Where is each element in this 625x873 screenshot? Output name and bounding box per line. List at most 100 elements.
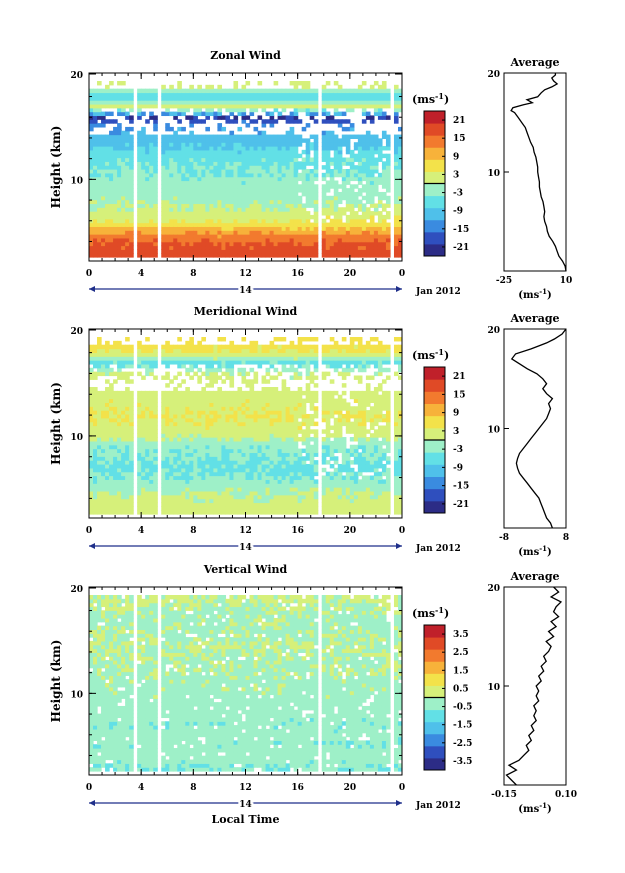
heatmap-cell	[353, 96, 359, 101]
heatmap-cell	[357, 88, 363, 94]
heatmap-cell	[281, 107, 287, 113]
heatmap-cell	[237, 460, 243, 465]
heatmap-cell	[121, 165, 126, 170]
heatmap-cell	[113, 410, 118, 415]
heatmap-cell	[221, 494, 227, 500]
heatmap-cell	[289, 207, 295, 212]
heatmap-cell	[117, 230, 122, 235]
heatmap-cell	[289, 153, 295, 159]
heatmap-cell	[349, 207, 355, 212]
heatmap-cell	[293, 214, 299, 220]
heatmap-cell	[249, 387, 255, 392]
heatmap-cell	[205, 460, 210, 465]
heatmap-cell	[321, 237, 327, 243]
heatmap-cell	[165, 487, 170, 492]
heatmap-cell	[193, 371, 198, 377]
heatmap-cell	[261, 356, 267, 361]
heatmap-cell	[237, 253, 243, 258]
heatmap-cell	[121, 460, 126, 465]
heatmap-cell	[141, 483, 146, 488]
heatmap-cell	[181, 344, 186, 350]
heatmap-cell	[141, 149, 146, 155]
heatmap-cell	[233, 211, 239, 216]
heatmap-cell	[105, 344, 110, 350]
heatmap-cell	[185, 199, 190, 205]
heatmap-cell	[345, 222, 351, 227]
heatmap-cell	[181, 460, 186, 465]
heatmap-cell	[177, 172, 182, 178]
heatmap-cell	[181, 245, 186, 250]
heatmap-cell	[277, 510, 283, 515]
heatmap-cell	[345, 157, 351, 162]
heatmap-cell	[237, 249, 243, 254]
heatmap-cell	[257, 448, 263, 454]
heatmap-cell	[253, 241, 259, 247]
heatmap-cell	[253, 433, 259, 438]
heatmap-cell	[149, 172, 154, 178]
heatmap-cell	[89, 483, 94, 488]
heatmap-cell	[261, 433, 267, 438]
heatmap-cell	[149, 510, 154, 515]
heatmap-cell	[313, 226, 319, 231]
heatmap-cell	[205, 111, 210, 117]
heatmap-cell	[321, 195, 327, 201]
heatmap-cell	[113, 222, 118, 227]
heatmap-cell	[265, 452, 271, 457]
heatmap-cell	[169, 88, 174, 94]
heatmap-cell	[217, 448, 223, 454]
heatmap-cell	[105, 188, 110, 193]
heatmap-cell	[169, 161, 174, 166]
heatmap-cell	[273, 483, 279, 488]
heatmap-cell	[161, 222, 166, 227]
heatmap-cell	[141, 172, 146, 178]
heatmap-cell	[237, 387, 243, 392]
heatmap-cell	[273, 413, 279, 419]
heatmap-cell	[197, 375, 202, 380]
heatmap-cell	[225, 88, 231, 94]
heatmap-cell	[205, 444, 210, 450]
heatmap-cell	[225, 119, 231, 124]
heatmap-cell	[117, 222, 122, 227]
heatmap-cell	[353, 100, 359, 105]
heatmap-cell	[341, 222, 347, 227]
heatmap-cell	[341, 176, 347, 182]
heatmap-cell	[213, 471, 219, 477]
heatmap-cell	[97, 506, 102, 511]
heatmap-cell	[137, 142, 142, 147]
heatmap-cell	[225, 452, 231, 457]
heatmap-cell	[205, 356, 210, 361]
heatmap-cell	[97, 448, 102, 454]
heatmap-cell	[181, 195, 186, 201]
heatmap-cell	[97, 394, 102, 400]
heatmap-cell	[245, 440, 251, 446]
heatmap-cell	[93, 417, 98, 423]
heatmap-cell	[129, 356, 134, 361]
heatmap-cell	[345, 180, 351, 185]
heatmap-cell	[265, 176, 271, 182]
heatmap-cell	[313, 96, 319, 101]
heatmap-cell	[241, 211, 247, 216]
heatmap-cell	[193, 490, 198, 496]
heatmap-cell	[245, 203, 251, 208]
heatmap-cell	[377, 191, 383, 197]
heatmap-cell	[101, 460, 106, 465]
heatmap-cell	[193, 100, 198, 105]
heatmap-cell	[201, 249, 206, 254]
heatmap-cell	[273, 479, 279, 484]
heatmap-cell	[249, 433, 255, 438]
heatmap-cell	[313, 241, 319, 247]
heatmap-cell	[237, 402, 243, 407]
heatmap-cell	[141, 222, 146, 227]
heatmap-cell	[97, 253, 102, 258]
heatmap-cell	[117, 479, 122, 484]
heatmap-cell	[193, 437, 198, 442]
heatmap-cell	[185, 463, 190, 469]
heatmap-cell	[221, 138, 227, 143]
heatmap-cell	[209, 214, 214, 220]
heatmap-cell	[117, 153, 122, 159]
heatmap-cell	[105, 230, 110, 235]
heatmap-cell	[137, 172, 142, 178]
heatmap-cell	[233, 92, 239, 97]
heatmap-cell	[197, 245, 202, 250]
heatmap-cell	[221, 463, 227, 469]
